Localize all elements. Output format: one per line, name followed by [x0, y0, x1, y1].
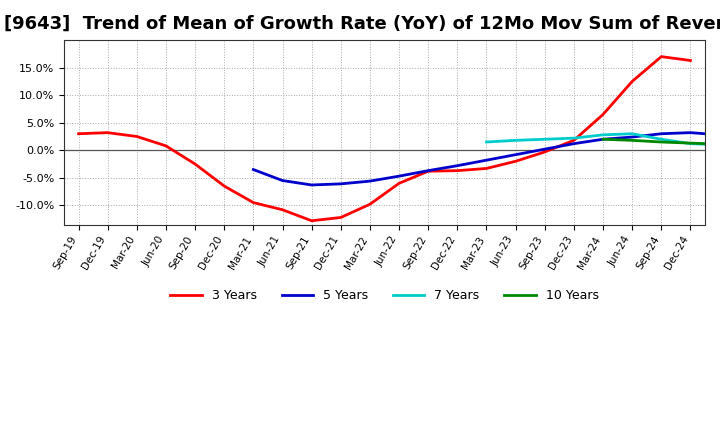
- Line: 3 Years: 3 Years: [78, 57, 690, 221]
- 3 Years: [599, 112, 608, 117]
- Line: 10 Years: 10 Years: [603, 139, 719, 144]
- 10 Years: [715, 142, 720, 147]
- 7 Years: [599, 132, 608, 137]
- Line: 5 Years: 5 Years: [253, 132, 720, 185]
- 5 Years: [657, 131, 665, 136]
- 10 Years: [628, 138, 636, 143]
- 5 Years: [424, 168, 433, 173]
- 3 Years: [424, 169, 433, 174]
- Legend: 3 Years, 5 Years, 7 Years, 10 Years: 3 Years, 5 Years, 7 Years, 10 Years: [166, 284, 603, 307]
- 5 Years: [511, 152, 520, 158]
- 7 Years: [482, 139, 491, 145]
- 3 Years: [132, 134, 141, 139]
- 3 Years: [657, 54, 665, 59]
- 5 Years: [366, 179, 374, 184]
- 5 Years: [599, 136, 608, 142]
- 3 Years: [511, 159, 520, 164]
- 7 Years: [511, 138, 520, 143]
- 7 Years: [570, 136, 578, 141]
- 3 Years: [191, 161, 199, 167]
- 3 Years: [74, 131, 83, 136]
- 5 Years: [686, 130, 695, 135]
- 3 Years: [278, 207, 287, 213]
- 10 Years: [599, 136, 608, 142]
- 5 Years: [307, 182, 316, 187]
- 7 Years: [686, 141, 695, 146]
- 3 Years: [541, 149, 549, 154]
- 5 Years: [453, 163, 462, 169]
- 5 Years: [336, 181, 345, 187]
- 3 Years: [249, 200, 258, 205]
- 7 Years: [657, 136, 665, 142]
- Title: [9643]  Trend of Mean of Growth Rate (YoY) of 12Mo Mov Sum of Revenues: [9643] Trend of Mean of Growth Rate (YoY…: [4, 15, 720, 33]
- 5 Years: [628, 134, 636, 139]
- 3 Years: [161, 143, 170, 149]
- 5 Years: [482, 158, 491, 163]
- 5 Years: [541, 147, 549, 152]
- 3 Years: [628, 79, 636, 84]
- 5 Years: [570, 141, 578, 146]
- 10 Years: [657, 139, 665, 145]
- Line: 7 Years: 7 Years: [487, 134, 719, 145]
- 3 Years: [453, 168, 462, 173]
- 10 Years: [686, 140, 695, 146]
- 5 Years: [395, 173, 403, 179]
- 3 Years: [686, 58, 695, 63]
- 3 Years: [336, 215, 345, 220]
- 7 Years: [715, 142, 720, 147]
- 3 Years: [482, 166, 491, 171]
- 3 Years: [104, 130, 112, 135]
- 5 Years: [278, 178, 287, 183]
- 3 Years: [220, 183, 228, 189]
- 5 Years: [249, 167, 258, 172]
- 3 Years: [395, 181, 403, 186]
- 3 Years: [570, 138, 578, 143]
- 3 Years: [307, 218, 316, 224]
- 3 Years: [366, 202, 374, 207]
- 7 Years: [541, 136, 549, 142]
- 5 Years: [715, 132, 720, 137]
- 7 Years: [628, 131, 636, 136]
